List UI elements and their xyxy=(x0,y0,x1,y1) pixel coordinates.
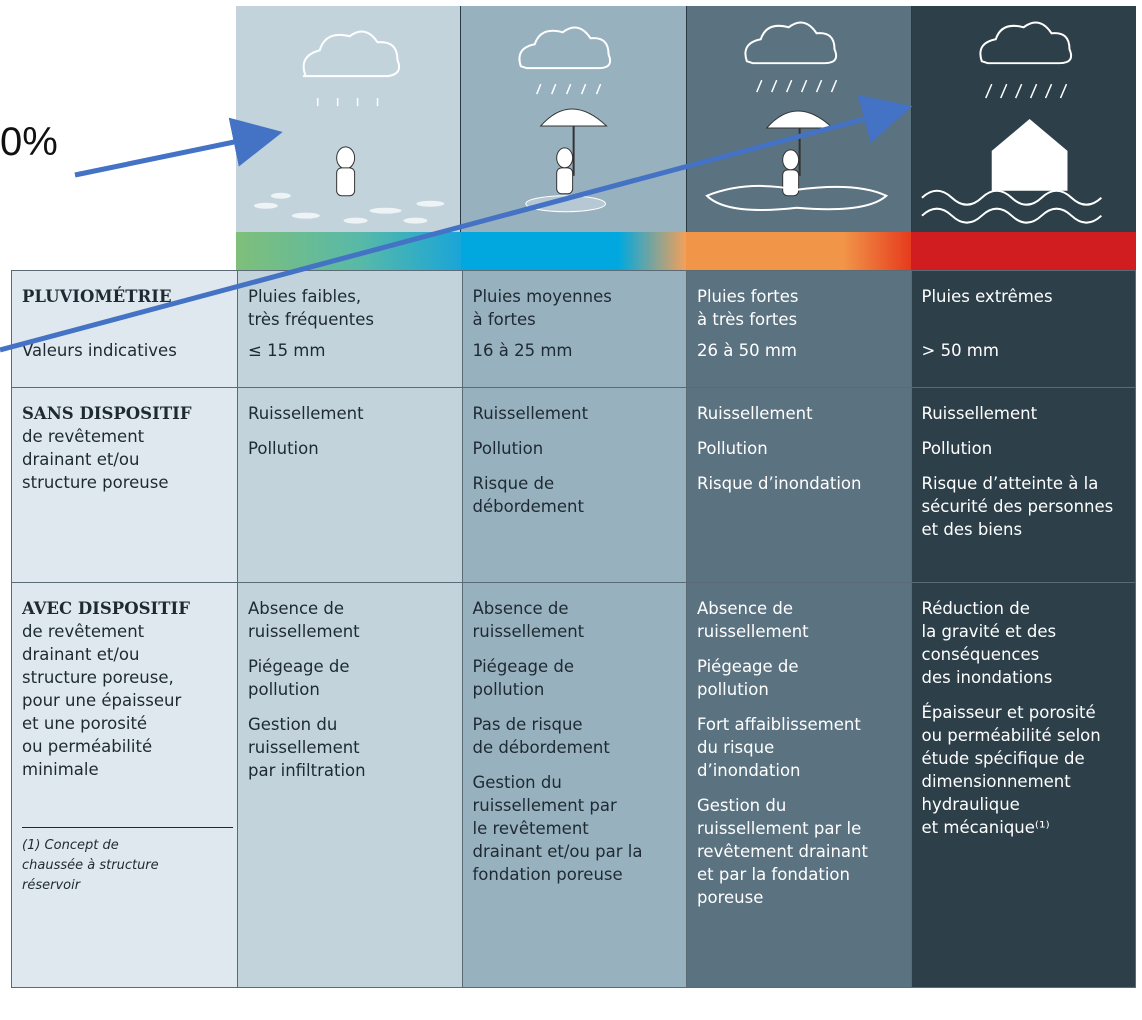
col-value: ≤ 15 mm xyxy=(248,341,326,360)
sans-cell: Ruissellement Pollution Risque d’inondat… xyxy=(686,387,912,583)
pluviometrie-row: PLUVIOMÉTRIE Valeurs indicatives Pluies … xyxy=(11,270,1136,388)
sans-cell: Ruissellement Pollution xyxy=(237,387,463,583)
cell-item: Absence de ruissellement xyxy=(472,599,585,641)
cell-item: Risque de débordement xyxy=(472,474,584,516)
cell-item: Ruissellement xyxy=(921,404,1038,423)
col-value: > 50 mm xyxy=(921,341,999,360)
cell-item: Épaisseur et porosité ou perméabilité se… xyxy=(921,703,1101,837)
cell-item: Ruissellement xyxy=(472,404,589,423)
rain-illustration-strip xyxy=(236,6,1136,232)
avec-cell: Absence de ruissellement Piégeage de pol… xyxy=(686,582,912,988)
cell-item: Gestion du ruissellement par le revêteme… xyxy=(472,773,643,884)
fortes-header-cell: Pluies fortes à très fortes 26 à 50 mm xyxy=(686,270,912,388)
avec-header-cell: AVEC DISPOSITIF de revêtement drainant e… xyxy=(11,582,238,988)
avec-subtitle: de revêtement drainant et/ou structure p… xyxy=(22,622,182,779)
intensity-color-band xyxy=(236,232,1136,270)
cell-item: Gestion du ruissellement par infiltratio… xyxy=(248,715,366,780)
avec-cell: Absence de ruissellement Piégeage de pol… xyxy=(461,582,687,988)
col-title-line xyxy=(922,308,1126,331)
band-red xyxy=(911,232,1136,270)
cell-item: Pollution xyxy=(697,439,768,458)
cell-item: Ruissellement xyxy=(697,404,813,423)
cell-item: Fort affaiblissement du risque d’inondat… xyxy=(697,715,861,780)
cell-item: Piégeage de pollution xyxy=(248,657,350,699)
heavy-rain-illustration xyxy=(686,6,912,232)
light-rain-illustration xyxy=(236,6,462,232)
col-title-line: à très fortes xyxy=(697,310,798,329)
col-title-line: à fortes xyxy=(472,310,536,329)
rainfall-table: PLUVIOMÉTRIE Valeurs indicatives Pluies … xyxy=(11,270,1136,988)
moderate-rain-illustration xyxy=(461,6,687,232)
cell-item: Absence de ruissellement xyxy=(697,599,809,641)
sans-dispositif-row: SANS DISPOSITIF de revêtement drainant e… xyxy=(11,387,1136,583)
col-title-line: Pluies faibles, xyxy=(248,287,362,306)
pluviometrie-label: PLUVIOMÉTRIE xyxy=(22,287,172,306)
sans-cell: Ruissellement Pollution Risque de débord… xyxy=(461,387,687,583)
cell-item: Risque d’inondation xyxy=(697,474,862,493)
sans-cell: Ruissellement Pollution Risque d’atteint… xyxy=(910,387,1136,583)
sans-title: SANS DISPOSITIF xyxy=(22,404,192,423)
avec-title: AVEC DISPOSITIF xyxy=(22,599,190,618)
avec-dispositif-row: AVEC DISPOSITIF de revêtement drainant e… xyxy=(11,582,1136,988)
col-title-line: très fréquentes xyxy=(248,310,375,329)
sans-subtitle: de revêtement drainant et/ou structure p… xyxy=(22,427,169,492)
avec-cell: Absence de ruissellement Piégeage de pol… xyxy=(237,582,463,988)
band-blue xyxy=(461,232,686,270)
percent-annotation: 0% xyxy=(0,120,58,164)
col-value: 26 à 50 mm xyxy=(697,341,797,360)
valeurs-label: Valeurs indicatives xyxy=(22,341,177,360)
col-value: 16 à 25 mm xyxy=(472,341,573,360)
moyennes-header-cell: Pluies moyennes à fortes 16 à 25 mm xyxy=(461,270,687,388)
cell-item: Risque d’atteinte à la sécurité des pers… xyxy=(921,474,1114,539)
band-green xyxy=(236,232,461,270)
extreme-rain-illustration xyxy=(911,6,1136,232)
col-title-line: Pluies fortes xyxy=(697,287,799,306)
cell-item: Gestion du ruissellement par le revêteme… xyxy=(697,796,868,907)
cell-item: Pollution xyxy=(472,439,544,458)
band-orange xyxy=(686,232,911,270)
cell-item: Ruissellement xyxy=(248,404,364,423)
cell-item: Réduction de la gravité et des conséquen… xyxy=(921,599,1057,687)
avec-cell: Réduction de la gravité et des conséquen… xyxy=(910,582,1136,988)
pluviometrie-header-cell: PLUVIOMÉTRIE Valeurs indicatives xyxy=(11,270,238,388)
cell-item: Piégeage de pollution xyxy=(472,657,575,699)
footnote: (1) Concept de chaussée à structure rése… xyxy=(22,827,233,896)
cell-item: Pollution xyxy=(248,439,319,458)
col-title-line: Pluies extrêmes xyxy=(921,287,1053,306)
col-title-line: Pluies moyennes xyxy=(472,287,612,306)
cell-item: Pollution xyxy=(921,439,993,458)
faibles-header-cell: Pluies faibles, très fréquentes ≤ 15 mm xyxy=(237,270,463,388)
sans-header-cell: SANS DISPOSITIF de revêtement drainant e… xyxy=(11,387,238,583)
cell-item: Piégeage de pollution xyxy=(697,657,799,699)
cell-item: Pas de risque de débordement xyxy=(472,715,610,757)
cell-item: Absence de ruissellement xyxy=(248,599,360,641)
extremes-header-cell: Pluies extrêmes > 50 mm xyxy=(910,270,1136,388)
